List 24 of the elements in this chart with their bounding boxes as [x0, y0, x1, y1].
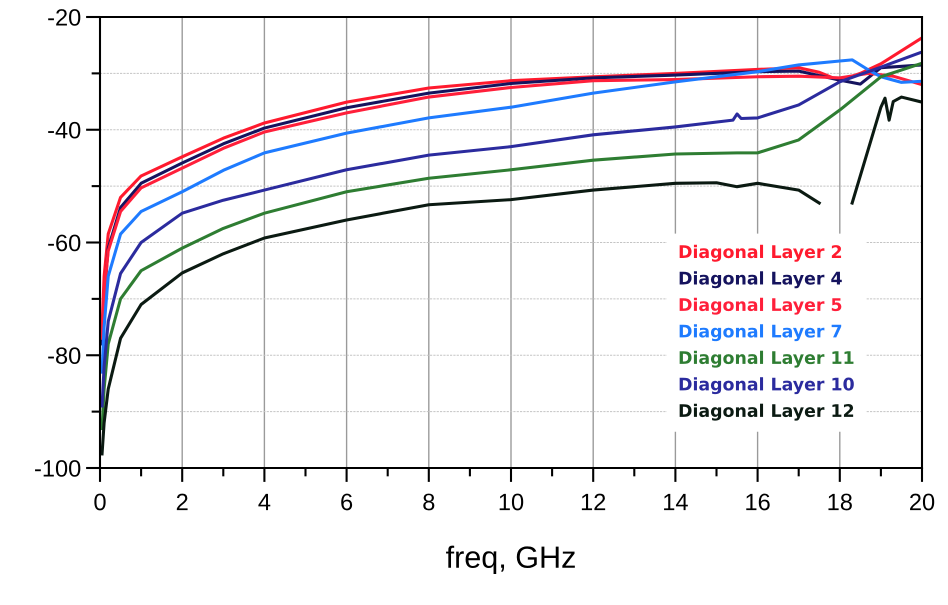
y-tick-label: -40 [48, 122, 80, 139]
x-tick-label: 18 [828, 494, 852, 510]
x-tick-label: 20 [910, 494, 934, 510]
y-tick-label: -100 [35, 460, 80, 477]
text: Diagonal Layer 12 [680, 404, 854, 421]
x-tick-label: 6 [341, 494, 352, 510]
x-tick-label: 2 [176, 494, 188, 510]
text: Diagonal Layer 4 [680, 271, 842, 288]
text: Diagonal Layer 5 [680, 298, 842, 315]
y-tick-label: -80 [48, 347, 80, 364]
x-tick-label: 16 [746, 494, 770, 510]
y-tick-label: -20 [48, 9, 80, 26]
text: Diagonal Layer 7 [680, 324, 842, 342]
x-tick-label: 4 [258, 494, 270, 510]
x-tick-label: 10 [500, 494, 524, 510]
text: Diagonal Layer 10 [680, 377, 854, 394]
x-axis-title: freq, GHz [446, 546, 575, 574]
x-tick-label: 14 [664, 494, 688, 510]
y-tick-label: -60 [48, 234, 80, 252]
text: Diagonal Layer 11 [680, 350, 854, 368]
x-tick-label: 8 [423, 494, 434, 510]
x-tick-label: 12 [582, 494, 606, 510]
x-tick-label: 0 [94, 494, 106, 510]
text: Diagonal Layer 2 [680, 244, 842, 262]
